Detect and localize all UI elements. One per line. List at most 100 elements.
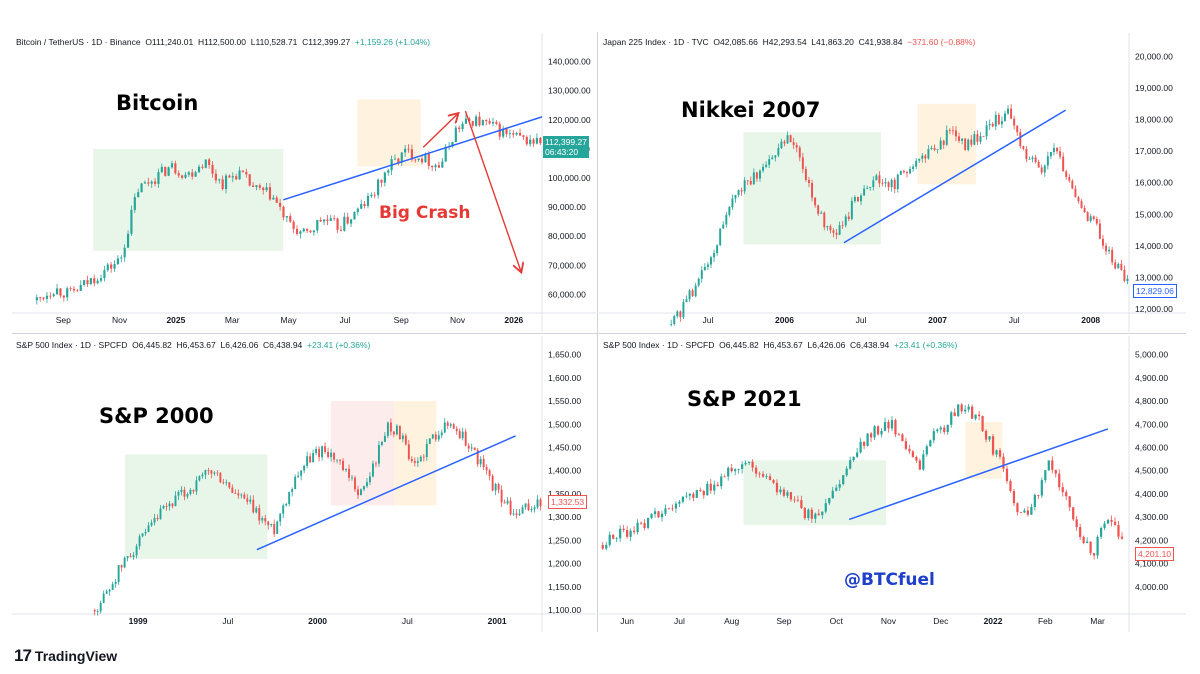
candle [289, 213, 292, 223]
candle [177, 490, 180, 501]
y-tick-label: 14,000.00 [1135, 241, 1173, 251]
candle-body [377, 444, 380, 464]
candle [270, 523, 273, 528]
candle [691, 288, 694, 297]
candle-body [925, 446, 928, 455]
candle [383, 432, 386, 443]
candle [1019, 128, 1022, 149]
candle-body [416, 461, 419, 463]
candle-body [619, 528, 622, 539]
candle [820, 210, 823, 214]
candle-body [366, 196, 370, 207]
chart-panel-btc[interactable]: Bitcoin / TetherUS · 1D · Binance O111,2… [12, 33, 596, 332]
candle [893, 177, 896, 194]
x-tick-label: Jul [402, 616, 413, 626]
candle-body [210, 470, 213, 474]
candle [373, 192, 376, 199]
candle-body [789, 492, 793, 500]
candle-body [147, 182, 150, 184]
candle [189, 488, 192, 496]
candle-body [431, 434, 434, 439]
candle-body [824, 503, 827, 512]
candle [1030, 503, 1033, 516]
candle [1117, 262, 1120, 269]
candle [880, 428, 883, 438]
candle [400, 152, 403, 167]
candle-body [177, 491, 180, 496]
chart-panel-sp2000[interactable]: S&P 500 Index · 1D · SPCFD O6,445.82 H6,… [12, 336, 596, 632]
candle-body [608, 534, 611, 545]
x-tick-label: Sep [56, 315, 71, 325]
candle-body [398, 425, 401, 440]
candle [312, 449, 315, 463]
chart-canvas-nikkei[interactable]: 12,000.00 13,000.00 14,000.00 15,000.00 16,0… [599, 33, 1186, 332]
candle [755, 171, 758, 182]
chart-canvas-sp2021[interactable]: 4,000.00 4,100.00 4,200.00 4,300.00 4,400.00… [599, 336, 1186, 632]
candle-body [831, 490, 834, 499]
candle-body [873, 426, 876, 438]
candle [197, 164, 201, 173]
chart-canvas-sp2000[interactable]: 1,100.00 1,150.00 1,200.00 1,250.00 1,300.00… [12, 336, 596, 632]
highlight-zone-green [93, 148, 284, 251]
candle-body [856, 196, 859, 202]
candle-body [106, 264, 109, 271]
candle-body [351, 477, 353, 479]
candle-body [208, 159, 211, 165]
candle [512, 508, 515, 516]
candle-body [110, 264, 113, 269]
chart-panel-sp2021[interactable]: S&P 500 Index · 1D · SPCFD O6,445.82 H6,… [599, 336, 1186, 632]
tradingview-logo[interactable]: 17 TradingView [14, 646, 117, 666]
trendline [283, 116, 543, 201]
candle [1062, 152, 1065, 172]
candle-body [407, 148, 410, 150]
candle [670, 319, 673, 327]
candle [201, 472, 204, 479]
candle-body [601, 545, 604, 549]
candle-body [1103, 523, 1106, 528]
candle [130, 205, 133, 236]
candle-body [285, 503, 288, 506]
candle [789, 134, 792, 143]
candle [210, 469, 213, 479]
candle [191, 168, 194, 180]
candle-body [360, 204, 363, 209]
chart-panel-nikkei[interactable]: Japan 225 Index · 1D · TVC O42,085.66 H4… [599, 33, 1186, 332]
candle [1002, 452, 1005, 473]
candle-body [1077, 197, 1080, 202]
candle-body [927, 148, 930, 159]
candle-body [201, 166, 204, 168]
candle [461, 121, 464, 132]
candle-body [300, 470, 303, 476]
candle-body [479, 458, 482, 465]
candle-body [164, 166, 167, 176]
candle [706, 262, 709, 270]
candle [1052, 143, 1055, 156]
candle [417, 158, 420, 162]
candle-body [973, 134, 976, 145]
candle [404, 144, 407, 157]
candle [988, 436, 991, 442]
candle [922, 449, 925, 471]
candle [225, 479, 228, 486]
candle-body [807, 509, 810, 519]
candle-body [1092, 216, 1095, 219]
candle [56, 283, 59, 295]
candle [126, 556, 129, 562]
candle-body [747, 461, 751, 463]
candle-body [1044, 470, 1047, 481]
candle [688, 493, 691, 501]
candle-body [219, 472, 222, 483]
chart-title: Nikkei 2007 [681, 98, 821, 122]
candle [823, 211, 826, 231]
candle [1061, 482, 1064, 497]
candle [866, 185, 869, 190]
candle-body [470, 447, 473, 449]
candle-body [482, 458, 485, 468]
x-tick-label: 2006 [775, 315, 794, 325]
candle-body [774, 155, 777, 158]
candle-body [471, 121, 474, 126]
candle-body [231, 487, 234, 494]
chart-canvas-btc[interactable]: 60,000.00 70,000.00 80,000.00 90,000.00 100,… [12, 33, 596, 332]
candle [319, 217, 322, 223]
candle [897, 432, 901, 436]
